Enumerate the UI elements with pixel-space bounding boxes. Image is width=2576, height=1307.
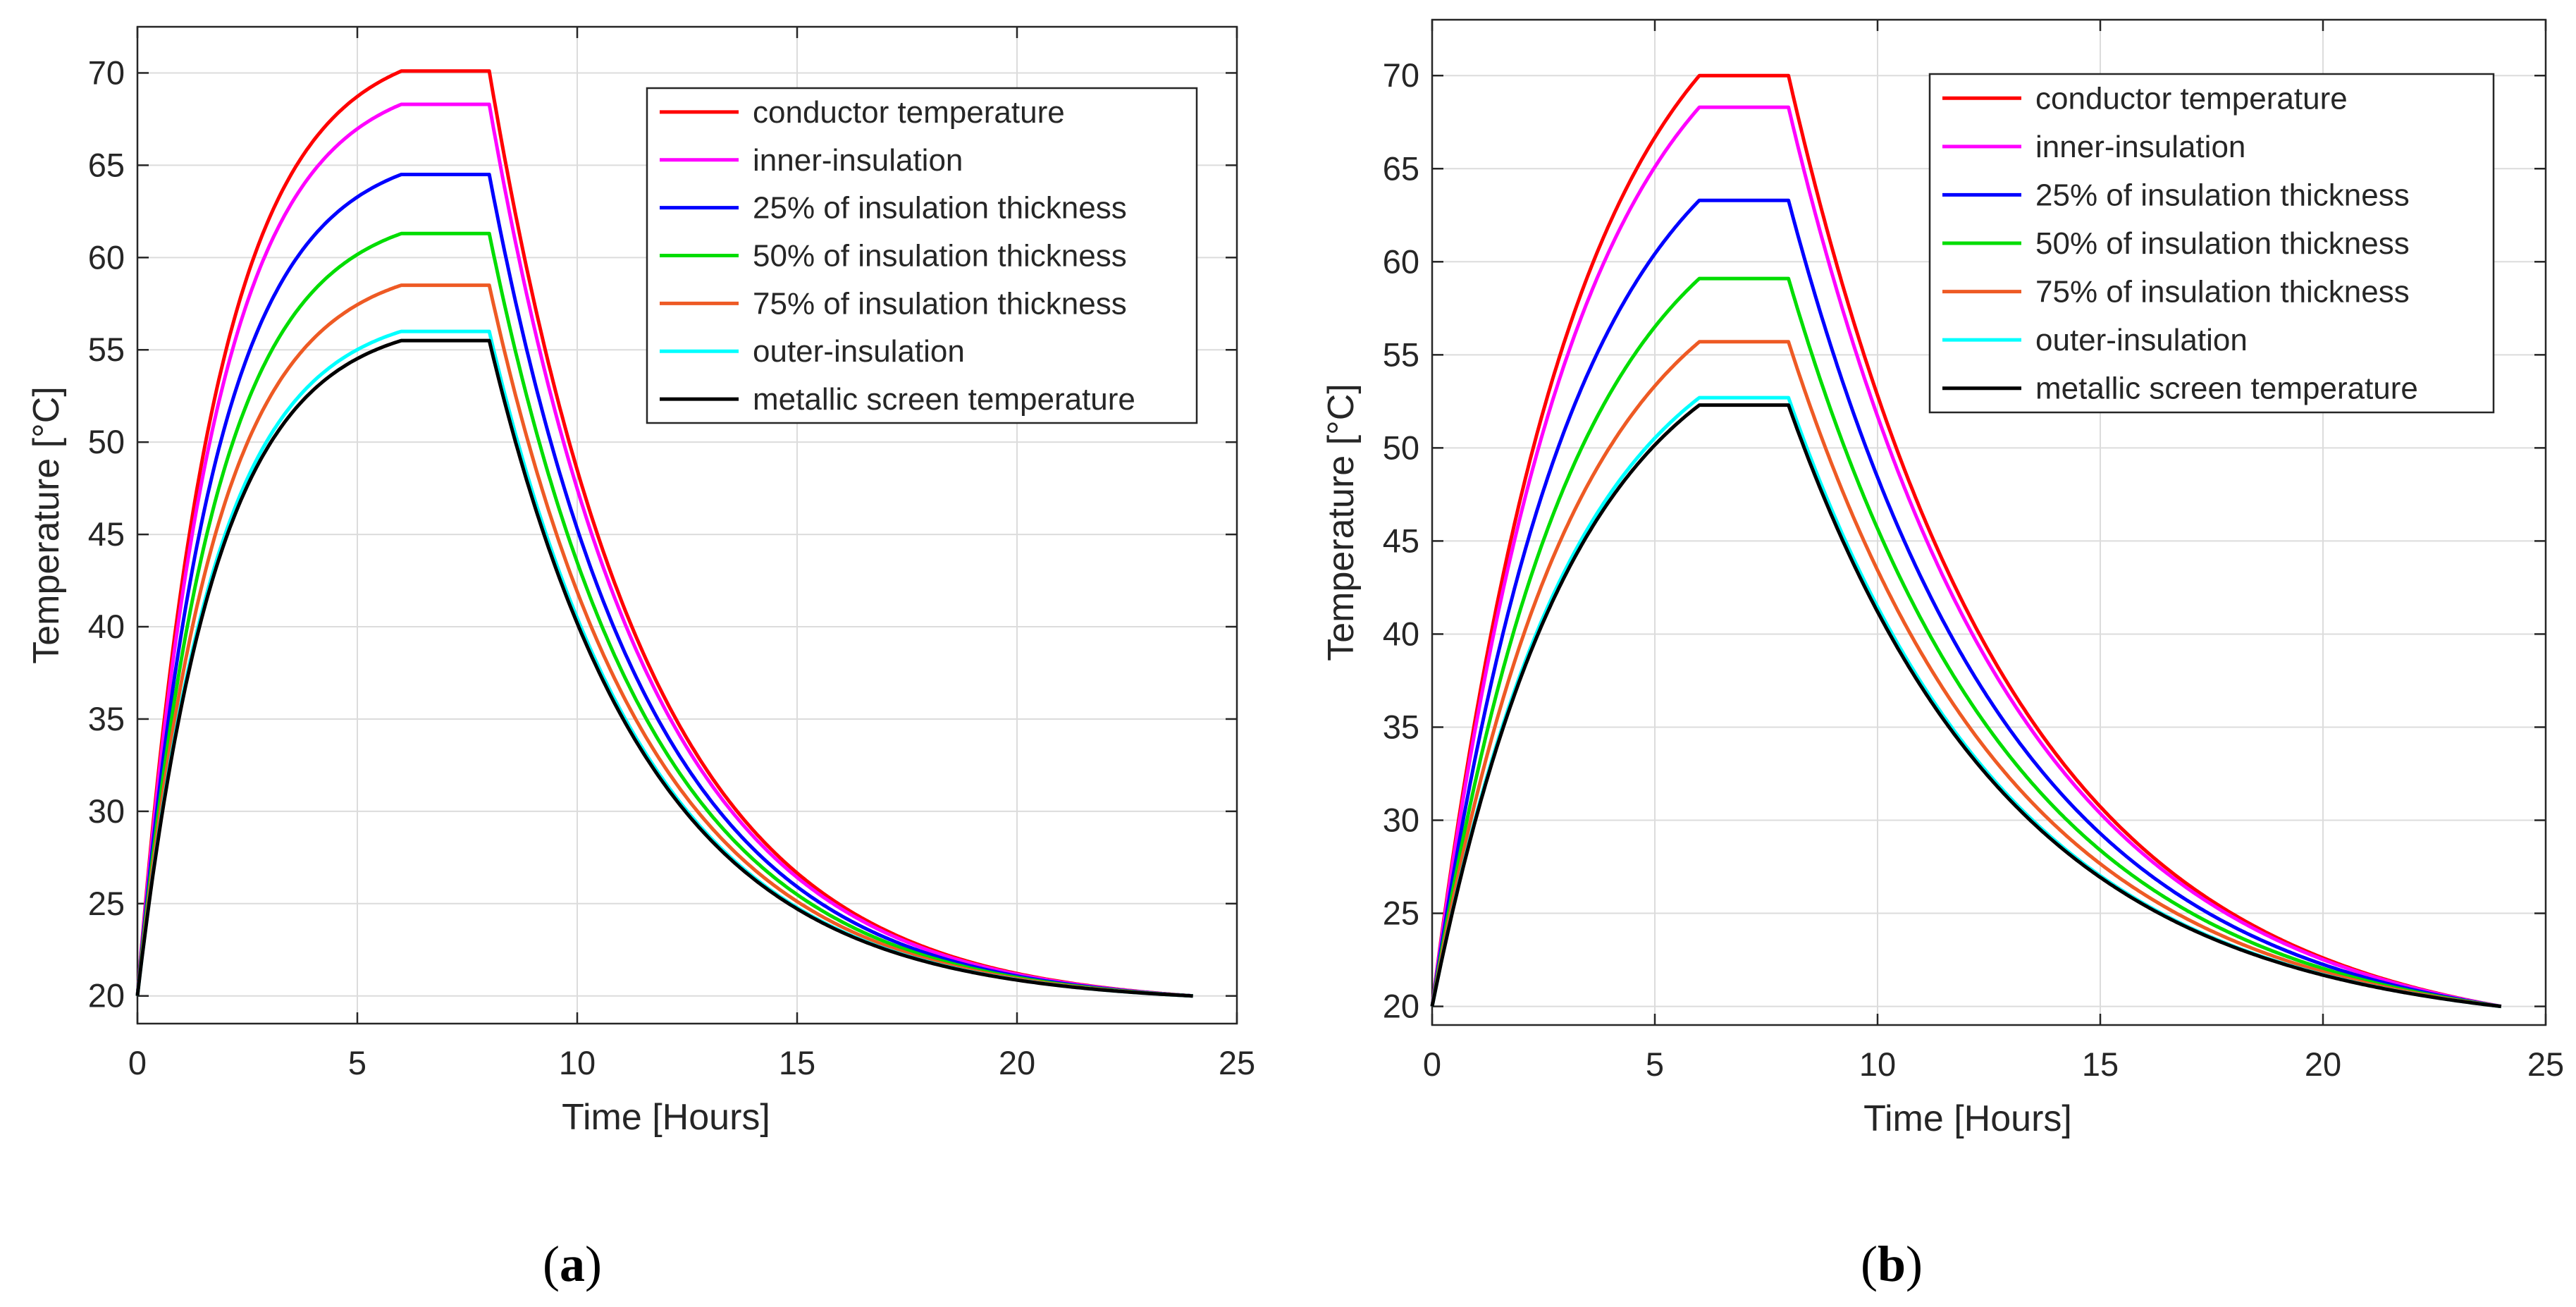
y-axis-label: Temperature [°C] [26,386,67,664]
x-tick-label: 10 [1859,1045,1896,1083]
series-line-5 [1430,340,2502,1009]
series-line-7 [135,338,1193,998]
y-tick-label: 30 [88,792,125,830]
y-tick-label: 45 [1383,522,1419,559]
x-axis-label: Time [Hours] [562,1097,770,1138]
x-tick-label: 10 [559,1044,596,1081]
panel-label-a: (a) [543,1236,602,1292]
x-tick-label: 0 [1423,1045,1441,1083]
series-line-4 [1430,276,2502,1009]
legend-label-7: metallic screen temperature [753,382,1135,417]
legend: conductor temperature inner-insulation 25%… [646,87,1198,424]
y-tick-label: 20 [1383,988,1419,1025]
x-tick-label: 5 [1646,1045,1664,1083]
legend-box [1928,73,2495,414]
y-tick-label: 50 [1383,429,1419,466]
y-tick-label: 70 [1383,56,1419,94]
y-tick-label: 35 [1383,708,1419,745]
series-line-7 [1430,403,2502,1009]
series-line-2 [1430,105,2502,1009]
x-tick-label: 25 [1219,1044,1255,1081]
legend-label-1: conductor temperature [2035,81,2348,116]
x-tick-label: 5 [348,1044,366,1081]
legend-label-3: 25% of insulation thickness [2035,178,2410,212]
legend-label-6: outer-insulation [753,334,965,369]
x-tick-label: 20 [2305,1045,2341,1083]
y-tick-label: 55 [1383,336,1419,373]
series-line-3 [1430,198,2502,1009]
y-tick-label: 60 [1383,243,1419,280]
axes-box [1431,18,2547,1026]
x-tick-label: 15 [2082,1045,2119,1083]
y-axis-label: Temperature [°C] [1321,383,1362,661]
legend-label-4: 50% of insulation thickness [753,239,1127,274]
y-tick-label: 50 [88,423,125,460]
x-tick-label: 25 [2527,1045,2564,1083]
y-tick-label: 60 [88,238,125,276]
y-tick-label: 25 [1383,895,1419,932]
y-tick-label: 70 [88,54,125,91]
legend-label-5: 75% of insulation thickness [753,286,1127,321]
y-tick-label: 55 [88,331,125,368]
y-tick-label: 40 [88,608,125,645]
x-tick-label: 20 [999,1044,1035,1081]
legend-label-7: metallic screen temperature [2035,372,2418,406]
panel-label-b: (b) [1861,1236,1923,1292]
y-tick-label: 40 [1383,615,1419,652]
legend-label-2: inner-insulation [753,143,963,178]
x-axis-label: Time [Hours] [1863,1098,2072,1139]
chart-panel-a: 0 5 10 15 20 25 20 25 30 35 40 45 50 55 60 65 70 Time [Ho… [26,25,1255,1138]
y-tick-label: 20 [88,977,125,1014]
y-tick-label: 45 [88,515,125,553]
y-tick-label: 35 [88,700,125,737]
legend-label-6: outer-insulation [2035,323,2248,357]
y-tick-label: 30 [1383,802,1419,839]
y-tick-label: 65 [1383,149,1419,187]
y-tick-label: 25 [88,885,125,922]
y-tick-label: 65 [88,146,125,183]
legend-label-2: inner-insulation [2035,130,2245,164]
legend-label-5: 75% of insulation thickness [2035,275,2410,309]
x-tick-label: 15 [779,1044,815,1081]
legend-label-1: conductor temperature [753,95,1065,130]
x-tick-label: 0 [128,1044,147,1081]
axes-box [136,25,1238,1025]
chart-panel-b: 0 5 10 15 20 25 20 25 30 35 40 45 50 55 60 65 70 Time [Ho… [1321,18,2564,1139]
legend-label-3: 25% of insulation thickness [753,191,1127,226]
legend-label-4: 50% of insulation thickness [2035,226,2410,261]
legend: conductor temperature inner-insulation 25%… [1928,73,2495,414]
